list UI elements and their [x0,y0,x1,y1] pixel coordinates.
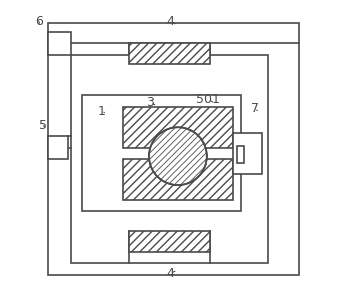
Bar [71,55,267,263]
Bar [129,231,210,252]
Text: 3: 3 [147,96,155,109]
Bar [123,107,233,148]
Circle shape [149,127,207,185]
Text: 5: 5 [40,119,48,132]
Bar [48,136,68,159]
Bar [48,23,299,275]
Bar [237,146,244,163]
Text: 1: 1 [97,105,105,118]
Bar [129,43,210,64]
Bar [123,159,233,199]
Text: 501: 501 [196,93,220,106]
Text: 6: 6 [35,15,43,28]
Text: 4: 4 [167,267,175,280]
Bar [233,133,262,173]
Text: 7: 7 [251,102,259,115]
Bar [48,32,71,55]
Text: 4: 4 [167,15,175,28]
Bar [83,96,241,211]
